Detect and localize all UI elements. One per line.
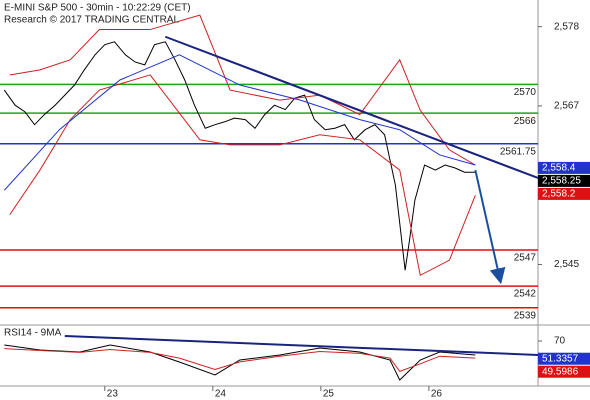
level-label: 2561.75	[500, 146, 537, 157]
x-tick-label: 24	[215, 389, 227, 400]
level-label: 2547	[514, 253, 537, 264]
price-label: 2,558.4	[542, 163, 576, 174]
chart-title: E-MINI S&P 500 - 30min - 10:22:29 (CET)	[4, 3, 191, 14]
level-label: 2539	[514, 310, 537, 321]
price-label: 51.3357	[542, 353, 579, 364]
y-tick-label: 2,545	[554, 259, 579, 270]
series-line	[9, 74, 476, 277]
series-line	[3, 41, 476, 271]
x-tick-label: 25	[323, 389, 335, 400]
series-line	[9, 14, 476, 166]
x-tick-label: 26	[431, 389, 443, 400]
level-label: 2570	[514, 87, 537, 98]
price-label-box	[538, 161, 590, 174]
series-line	[3, 54, 476, 191]
y-tick-label: 70	[554, 336, 566, 347]
series-line	[4, 344, 476, 381]
price-label: 2,558.2	[542, 189, 576, 200]
price-label-box	[538, 365, 590, 378]
price-label: 2,558.25	[542, 176, 581, 187]
trend-line	[474, 169, 506, 285]
trend-line	[64, 334, 539, 356]
level-label: 2566	[514, 116, 537, 127]
level-label: 2542	[514, 289, 537, 300]
y-tick-label: 2,567	[554, 101, 579, 112]
trend-line	[164, 35, 539, 179]
price-label-box	[538, 352, 590, 365]
price-label-box	[538, 174, 590, 187]
series-line	[4, 348, 476, 372]
chart-subtitle: Research © 2017 TRADING CENTRAL	[4, 15, 179, 26]
price-label: 49.5986	[542, 366, 579, 377]
y-tick-label: 2,578	[554, 21, 579, 32]
panel-title: RSI14 - 9MA	[4, 328, 62, 339]
x-tick-label: 23	[107, 389, 119, 400]
price-label-box	[538, 187, 590, 200]
